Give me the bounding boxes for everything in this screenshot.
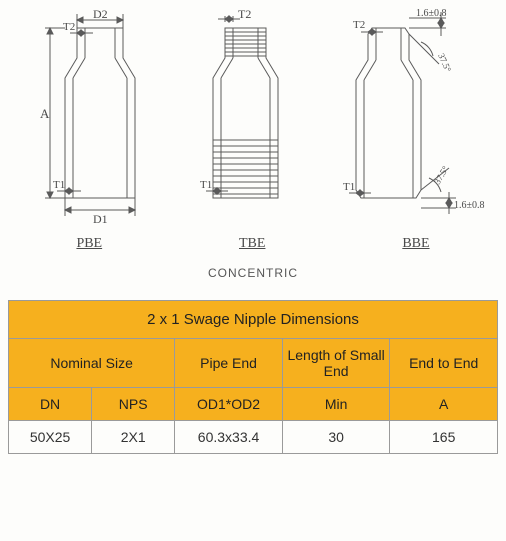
cell-min: 30	[282, 421, 390, 454]
dim-t2: T2	[353, 19, 365, 31]
diagram-labels-row: PBE TBE BBE	[8, 236, 498, 252]
grp-nominal: Nominal Size	[9, 339, 175, 388]
sub-od: OD1*OD2	[175, 388, 283, 421]
dim-t2: T2	[63, 21, 75, 33]
table-row: 50X25 2X1 60.3x33.4 30 165	[9, 421, 498, 454]
dim-a: A	[40, 106, 50, 121]
grp-pipeend: Pipe End	[175, 339, 283, 388]
grp-endtoend: End to End	[390, 339, 498, 388]
diagram-bbe: T2 T1 1.6±0.8 1.6±0.8 37.5° 37.5°	[321, 8, 491, 228]
cell-a: 165	[390, 421, 498, 454]
diagram-row: D2 T2 A T1 D1	[8, 8, 498, 228]
diagram-tbe: T2 T1	[178, 8, 308, 228]
dim-tol-top: 1.6±0.8	[416, 8, 447, 19]
dim-t1: T1	[200, 179, 212, 191]
cell-od: 60.3x33.4	[175, 421, 283, 454]
dim-t1: T1	[343, 181, 355, 193]
label-tbe: TBE	[239, 236, 265, 252]
dim-angle-bot: 37.5°	[432, 164, 451, 186]
cell-nps: 2X1	[92, 421, 175, 454]
label-bbe: BBE	[402, 236, 429, 252]
diagram-pbe: D2 T2 A T1 D1	[15, 8, 165, 228]
sub-nps: NPS	[92, 388, 175, 421]
grp-length: Length of Small End	[282, 339, 390, 388]
sub-dn: DN	[9, 388, 92, 421]
table-title: 2 x 1 Swage Nipple Dimensions	[9, 301, 498, 339]
dim-tol-bot: 1.6±0.8	[454, 200, 485, 211]
cell-dn: 50X25	[9, 421, 92, 454]
label-pbe: PBE	[76, 236, 102, 252]
dim-d2: D2	[93, 8, 108, 21]
sub-min: Min	[282, 388, 390, 421]
sub-a: A	[390, 388, 498, 421]
dimensions-table: 2 x 1 Swage Nipple Dimensions Nominal Si…	[8, 300, 498, 454]
dim-t1: T1	[53, 179, 65, 191]
concentric-label: CONCENTRIC	[8, 266, 498, 280]
dim-t2: T2	[238, 8, 251, 21]
dim-angle-top: 37.5°	[436, 52, 453, 74]
dim-d1: D1	[93, 212, 108, 226]
